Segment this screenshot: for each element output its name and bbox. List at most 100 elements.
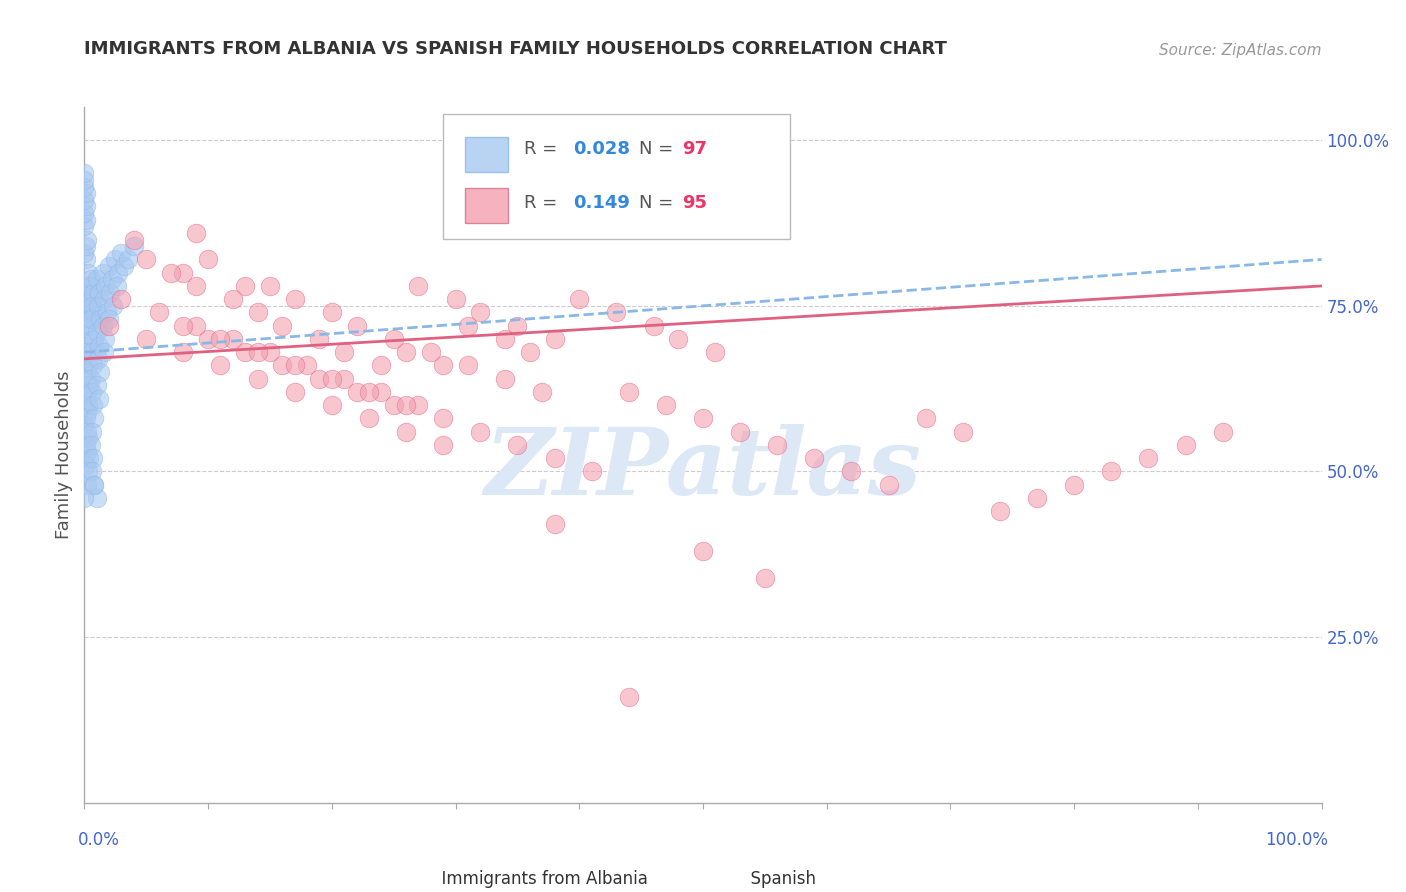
Point bbox=[98, 285, 121, 300]
Point bbox=[370, 384, 392, 399]
Point bbox=[80, 465, 103, 479]
Point bbox=[107, 266, 129, 280]
Point bbox=[666, 332, 689, 346]
Point bbox=[246, 372, 269, 386]
Point bbox=[93, 345, 115, 359]
Point bbox=[83, 332, 105, 346]
Point bbox=[209, 332, 232, 346]
Point bbox=[77, 332, 100, 346]
Point bbox=[80, 345, 103, 359]
Point bbox=[80, 384, 103, 399]
Y-axis label: Family Households: Family Households bbox=[55, 371, 73, 539]
Point bbox=[94, 279, 117, 293]
Point bbox=[395, 345, 418, 359]
Point bbox=[357, 384, 380, 399]
Point bbox=[91, 318, 114, 333]
Point bbox=[321, 305, 343, 319]
Point bbox=[346, 384, 368, 399]
Point bbox=[80, 299, 103, 313]
Point bbox=[271, 359, 294, 373]
Point bbox=[75, 392, 97, 406]
Point bbox=[73, 299, 96, 313]
Point bbox=[76, 365, 98, 379]
FancyBboxPatch shape bbox=[707, 862, 740, 891]
Point bbox=[79, 279, 101, 293]
Text: 100.0%: 100.0% bbox=[1265, 830, 1327, 848]
Point bbox=[79, 438, 101, 452]
Point bbox=[333, 372, 356, 386]
Point bbox=[432, 359, 454, 373]
Point bbox=[73, 173, 96, 187]
Point bbox=[233, 279, 256, 293]
Point bbox=[692, 411, 714, 425]
Text: 97: 97 bbox=[682, 140, 707, 158]
Point bbox=[98, 312, 121, 326]
Text: Immigrants from Albania: Immigrants from Albania bbox=[430, 871, 648, 888]
Point bbox=[75, 285, 97, 300]
FancyBboxPatch shape bbox=[398, 862, 430, 891]
Point bbox=[605, 305, 627, 319]
Point bbox=[83, 411, 105, 425]
Point bbox=[77, 465, 100, 479]
Point bbox=[79, 451, 101, 466]
Point bbox=[284, 359, 307, 373]
Point bbox=[382, 398, 405, 412]
Point bbox=[79, 312, 101, 326]
Point bbox=[100, 272, 122, 286]
Point bbox=[419, 345, 441, 359]
Text: R =: R = bbox=[523, 140, 568, 158]
FancyBboxPatch shape bbox=[465, 137, 508, 172]
Point bbox=[1026, 491, 1049, 505]
Point bbox=[110, 292, 132, 306]
Point bbox=[333, 345, 356, 359]
Point bbox=[89, 312, 111, 326]
Text: ZIPatlas: ZIPatlas bbox=[485, 424, 921, 514]
Point bbox=[197, 252, 219, 267]
Point bbox=[617, 690, 640, 704]
Point bbox=[408, 279, 430, 293]
Point bbox=[259, 279, 281, 293]
Point bbox=[89, 392, 111, 406]
Point bbox=[75, 252, 97, 267]
Point bbox=[197, 332, 219, 346]
Point bbox=[259, 345, 281, 359]
Point bbox=[395, 398, 418, 412]
Point bbox=[184, 318, 207, 333]
Point bbox=[104, 252, 127, 267]
Point bbox=[76, 338, 98, 352]
Text: Spanish: Spanish bbox=[740, 871, 815, 888]
Point bbox=[112, 259, 135, 273]
Point bbox=[1212, 425, 1234, 439]
Point bbox=[94, 332, 117, 346]
Point bbox=[105, 279, 128, 293]
Point bbox=[148, 305, 170, 319]
Point bbox=[1099, 465, 1122, 479]
Point bbox=[222, 292, 245, 306]
Point bbox=[76, 477, 98, 491]
Point bbox=[184, 279, 207, 293]
Point bbox=[494, 372, 516, 386]
Point bbox=[79, 378, 101, 392]
Point bbox=[543, 332, 565, 346]
Text: 0.028: 0.028 bbox=[574, 140, 630, 158]
Point bbox=[82, 285, 104, 300]
Point bbox=[321, 372, 343, 386]
Point bbox=[73, 491, 96, 505]
Point bbox=[506, 318, 529, 333]
Point bbox=[76, 233, 98, 247]
Point bbox=[704, 345, 727, 359]
Point bbox=[321, 398, 343, 412]
Point bbox=[77, 398, 100, 412]
Point bbox=[73, 418, 96, 433]
Point bbox=[1174, 438, 1197, 452]
Point bbox=[222, 332, 245, 346]
Point bbox=[80, 292, 103, 306]
Point bbox=[877, 477, 900, 491]
Point bbox=[506, 438, 529, 452]
Point bbox=[75, 212, 97, 227]
Point bbox=[75, 186, 97, 201]
Point bbox=[77, 266, 100, 280]
Point bbox=[346, 318, 368, 333]
Point bbox=[79, 272, 101, 286]
Point bbox=[246, 305, 269, 319]
